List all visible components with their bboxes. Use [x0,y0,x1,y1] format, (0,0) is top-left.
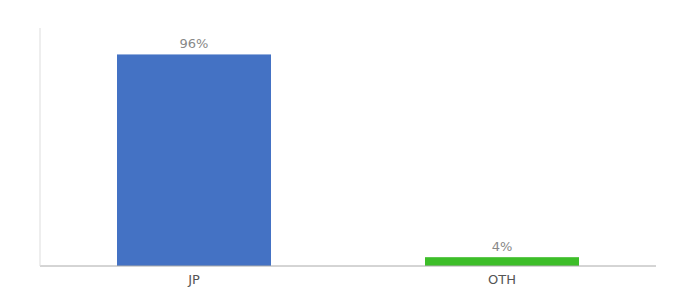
x-tick-label: OTH [488,272,516,287]
chart: JP OTH 96% 4% [0,0,680,300]
y-axis-line [40,28,41,266]
bar [425,257,579,266]
data-label: 96% [180,36,209,51]
chart-container: JP OTH 96% 4% [0,0,680,300]
x-axis-line [40,266,656,267]
data-label: 4% [492,239,513,254]
bars [117,54,579,266]
bar [117,54,271,266]
x-tick-label: JP [187,272,200,287]
